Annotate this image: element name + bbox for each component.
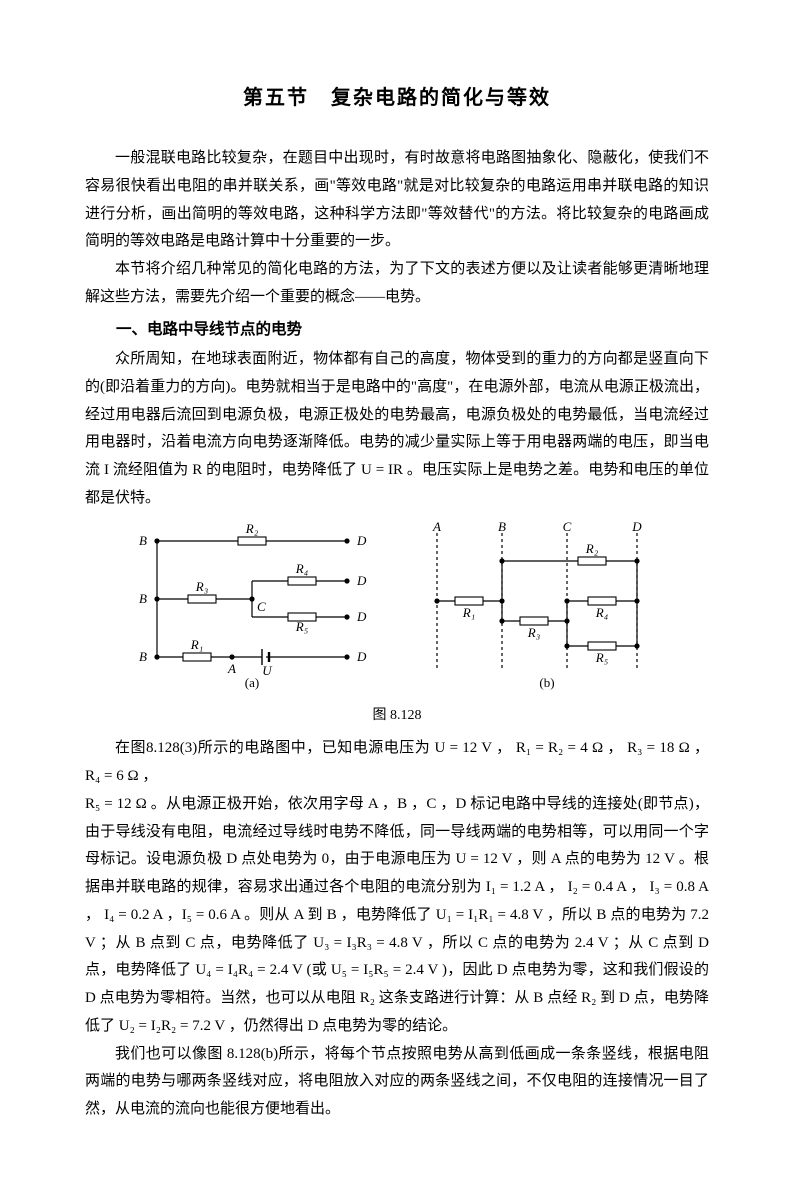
label-B-a1: B (139, 533, 147, 548)
paragraph-3: 众所周知，在地球表面附近，物体都有自己的高度，物体受到的重力的方向都是竖直向下的… (85, 346, 709, 513)
label-r4-a: R₄ (295, 561, 309, 576)
label-D-a4: D (356, 649, 367, 664)
paragraph-4b: R₅ = 12 Ω 。从电源正极开始，依次用字母 A ，B ，C ，D 标记电路… (85, 791, 709, 1041)
label-r2-a: R₂ (245, 521, 259, 536)
label-D-a2: D (356, 573, 367, 588)
label-r3-a: R₃ (195, 579, 208, 594)
label-r3-b: R₃ (527, 625, 540, 640)
label-B-a3: B (139, 649, 147, 664)
section-heading-1: 一、电路中导线节点的电势 (85, 316, 709, 345)
label-D-a3: D (356, 609, 367, 624)
label-A-b: A (432, 521, 441, 534)
label-A-a: A (227, 661, 236, 676)
label-r1-b: R₁ (462, 605, 475, 620)
figure-8-128: R₂ B D R₃ B C R₄ D R₅ D R₁ B A U (85, 521, 709, 730)
label-r5-a: R₅ (295, 619, 308, 634)
paragraph-5: 我们也可以像图 8.128(b)所示，将每个节点按照电势从高到低画成一条条竖线，… (85, 1041, 709, 1124)
label-U-a: U (262, 663, 273, 678)
label-r2-b: R₂ (585, 541, 599, 556)
paragraph-intro-2: 本节将介绍几种常见的简化电路的方法，为了下文的表述方便以及让读者能够更清晰地理解… (85, 256, 709, 312)
label-D-a1: D (356, 533, 367, 548)
label-B-a2: B (139, 591, 147, 606)
sub-b: (b) (539, 675, 554, 690)
page-title: 第五节 复杂电路的简化与等效 (85, 80, 709, 117)
label-r5-b: R₅ (595, 650, 608, 665)
figure-caption: 图 8.128 (85, 703, 709, 729)
paragraph-4a: 在图8.128(3)所示的电路图中，已知电源电压为 U = 12 V ， R₁ … (85, 735, 709, 791)
label-B-b: B (498, 521, 506, 534)
sub-a: (a) (245, 675, 259, 690)
circuit-diagram-svg: R₂ B D R₃ B C R₄ D R₅ D R₁ B A U (137, 521, 657, 691)
paragraph-intro-1: 一般混联电路比较复杂，在题目中出现时，有时故意将电路图抽象化、隐蔽化，使我们不容… (85, 145, 709, 256)
label-r4-b: R₄ (595, 605, 609, 620)
label-C-a: C (257, 599, 266, 614)
label-D-b: D (631, 521, 642, 534)
label-C-b: C (563, 521, 572, 534)
label-r1-a: R₁ (190, 637, 203, 652)
